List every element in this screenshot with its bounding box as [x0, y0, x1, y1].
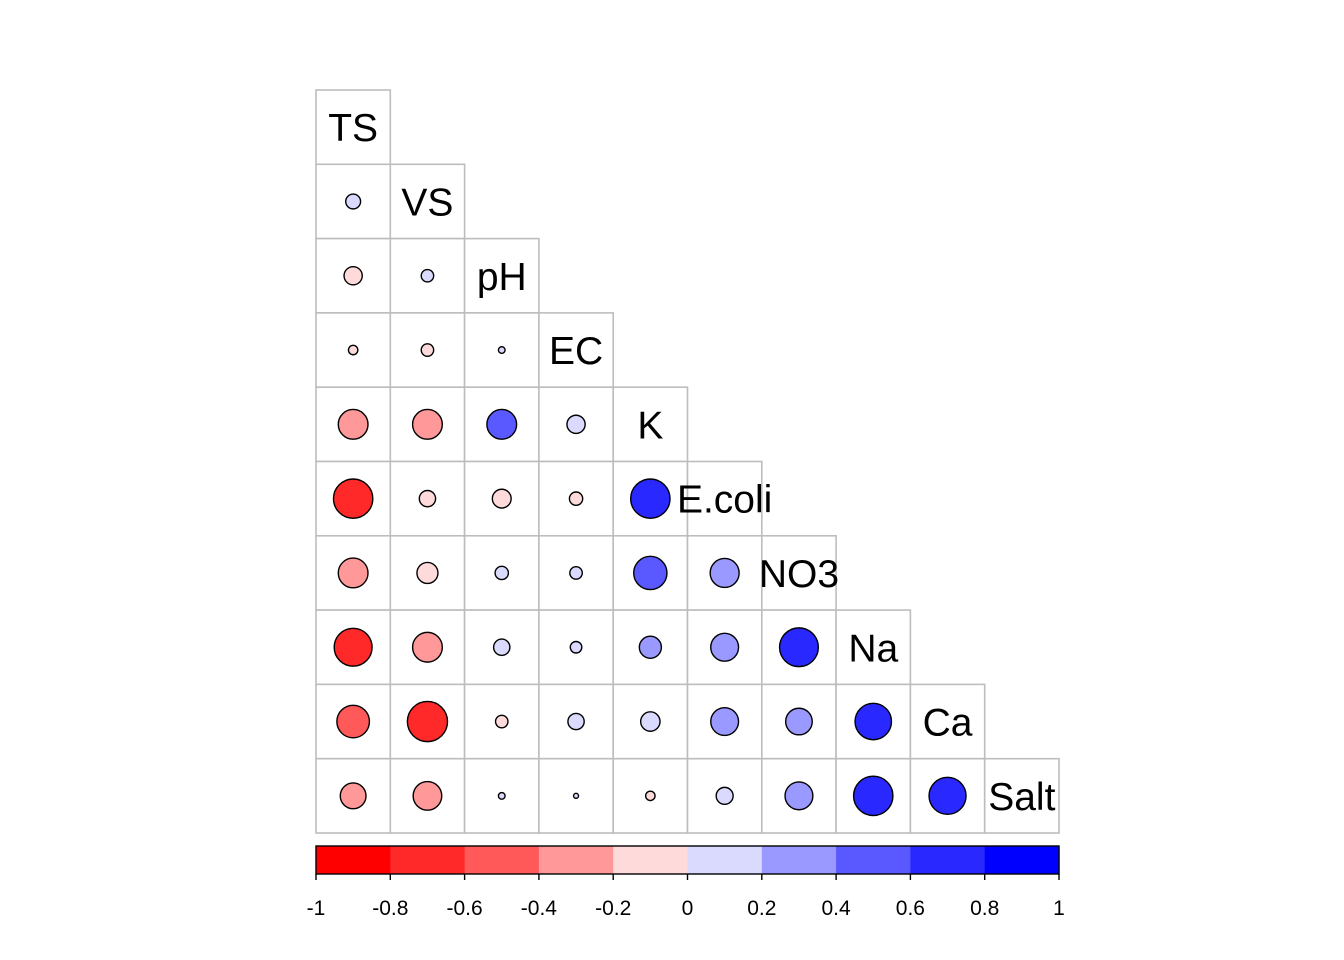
- corr-circle-ca-vs: [406, 700, 449, 743]
- corr-circle-no3-k: [633, 555, 668, 591]
- colorbar-tick-label: -0.2: [595, 897, 631, 920]
- variable-label-ts: TS: [328, 107, 378, 150]
- corr-circle-na-ts: [333, 627, 373, 667]
- grid-cell-k-ec: [538, 386, 615, 463]
- corr-circle-ph-ts: [343, 265, 363, 286]
- corr-circle-ec-ph: [497, 346, 506, 355]
- variable-label-ec: EC: [549, 330, 603, 373]
- corr-circle-salt-ca: [928, 776, 967, 816]
- grid-cell-vs-vs: [389, 163, 466, 240]
- colorbar-tick-label: 0.2: [747, 897, 776, 920]
- grid-cell-ph-ph: [463, 237, 540, 314]
- corr-circle-salt-e-coli: [715, 786, 734, 806]
- colorbar-segment: [836, 846, 911, 874]
- colorbar-tick-label: -0.6: [447, 897, 483, 920]
- corr-circle-salt-no3: [784, 781, 814, 811]
- variable-label-ca: Ca: [923, 702, 973, 745]
- grid-cell-e-coli-e-coli: [686, 460, 763, 537]
- corr-circle-e-coli-vs: [418, 489, 437, 508]
- corr-circle-ca-e-coli: [710, 706, 740, 737]
- colorbar-segment: [538, 846, 614, 874]
- variable-label-ph: pH: [477, 256, 527, 299]
- colorbar-segment: [761, 846, 837, 874]
- grid-cell-no3-no3: [760, 534, 837, 611]
- corr-circle-vs-ts: [345, 193, 362, 210]
- corr-circle-e-coli-ts: [332, 478, 374, 520]
- grid-cell-ca-ca: [909, 683, 986, 760]
- corr-circle-ca-ts: [336, 704, 371, 739]
- corr-circle-na-e-coli: [710, 632, 740, 662]
- grid-cell-ec-vs: [389, 312, 466, 388]
- corr-circle-na-ph: [492, 638, 511, 657]
- colorbar-tick-label: -1: [307, 897, 326, 920]
- corr-circle-k-ph: [486, 408, 518, 440]
- colorbar-segment: [910, 846, 986, 874]
- grid-cell-ts-ts: [315, 89, 392, 166]
- corr-circle-no3-ts: [337, 557, 369, 589]
- corr-circle-na-ec: [569, 640, 583, 654]
- colorbar-tick-label: 1: [1053, 897, 1065, 920]
- corr-circle-ec-vs: [420, 343, 435, 357]
- variable-label-e-coli: E.coli: [677, 479, 772, 522]
- corr-circle-e-coli-k: [629, 478, 671, 520]
- corr-circle-no3-ec: [569, 566, 583, 580]
- corr-circle-no3-ph: [494, 565, 510, 581]
- corr-circle-na-k: [638, 635, 663, 659]
- corr-circle-ph-vs: [420, 268, 435, 283]
- corr-circle-k-ts: [337, 408, 369, 440]
- corr-circle-no3-vs: [416, 561, 439, 585]
- colorbar-tick-label: 0.8: [970, 897, 999, 920]
- colorbar-segment: [316, 846, 391, 874]
- grid-cell-ec-ec: [538, 312, 615, 388]
- corr-circle-e-coli-ec: [568, 491, 584, 506]
- corr-circle-salt-na: [852, 775, 894, 817]
- variable-label-vs: VS: [401, 181, 453, 224]
- grid-cell-salt-salt: [983, 757, 1060, 834]
- corr-circle-e-coli-ph: [491, 488, 512, 509]
- colorbar-tick-label: -0.4: [521, 897, 558, 920]
- corr-circle-ec-ts: [347, 344, 359, 356]
- variable-label-k: K: [637, 404, 663, 447]
- variable-label-salt: Salt: [988, 776, 1055, 819]
- grid-cell-na-na: [835, 609, 912, 686]
- corr-circle-ca-no3: [784, 707, 813, 736]
- grid-cells: [315, 89, 1060, 834]
- corr-circle-na-no3: [778, 627, 820, 668]
- variable-label-na: Na: [848, 627, 898, 670]
- corr-circle-salt-ts: [339, 782, 367, 810]
- variable-label-no3: NO3: [759, 553, 839, 596]
- grid-cell-ca-ph: [463, 683, 540, 760]
- corr-circle-k-ec: [566, 414, 586, 435]
- corr-circle-salt-k: [644, 790, 656, 802]
- colorbar-tick-label: 0: [682, 897, 694, 920]
- corr-circle-salt-vs: [412, 780, 443, 811]
- corr-circle-na-vs: [411, 631, 444, 663]
- correlation-circles: [332, 193, 967, 817]
- colorbar-segment: [984, 846, 1060, 874]
- colorbar-segment: [687, 846, 763, 874]
- corr-circle-no3-e-coli: [709, 557, 740, 589]
- grid-cell-no3-ts: [315, 534, 392, 611]
- corr-circle-ca-ec: [567, 712, 585, 731]
- colorbar-tick-label: -0.8: [372, 897, 408, 920]
- colorbar-legend: -1 -0.8 -0.6 -0.4 -0.2 0 0.2 0.4 0.6 0.8 1: [307, 845, 1065, 920]
- corr-circle-ca-na: [854, 702, 893, 741]
- corr-circle-ca-k: [639, 711, 661, 732]
- colorbar-segment: [390, 846, 466, 874]
- colorbar-segment: [464, 846, 540, 874]
- colorbar-segment: [613, 846, 689, 874]
- colorbar-tick-label: 0.4: [821, 897, 851, 920]
- corr-circle-salt-ph: [497, 791, 506, 800]
- corr-circle-k-vs: [411, 408, 444, 440]
- corr-circle-ca-ph: [494, 714, 509, 729]
- corr-circle-salt-ec: [572, 792, 580, 800]
- colorbar-tick-label: 0.6: [896, 897, 925, 920]
